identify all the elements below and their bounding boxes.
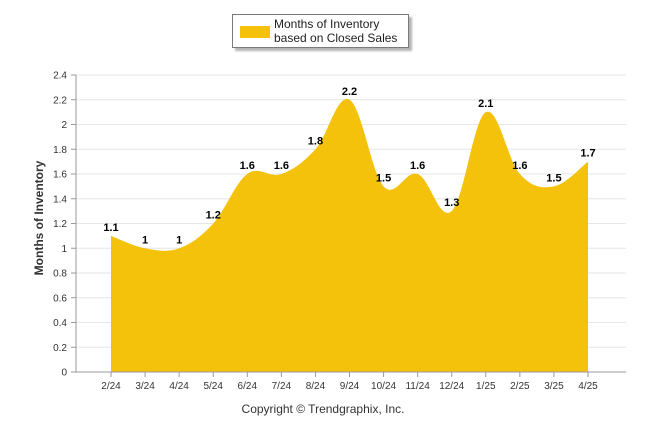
data-label: 1.2 [206, 210, 221, 222]
area-series [111, 99, 588, 372]
y-tick-label: 2 [61, 120, 67, 131]
legend-swatch [240, 26, 270, 38]
data-label: 1.3 [444, 197, 459, 209]
chart-legend: Months of Inventory based on Closed Sale… [232, 14, 409, 48]
y-tick-label: 2.2 [53, 95, 67, 106]
legend-label: Months of Inventory based on Closed Sale… [274, 17, 398, 45]
data-label: 2.2 [342, 86, 357, 98]
data-label: 1.6 [274, 160, 289, 172]
y-tick-label: 0.6 [53, 293, 67, 304]
data-label: 1.8 [308, 135, 323, 147]
x-tick-label: 4/25 [578, 381, 598, 392]
x-tick-label: 3/25 [544, 381, 564, 392]
y-tick-label: 1.4 [53, 194, 67, 205]
y-tick-label: 0.8 [53, 269, 67, 280]
x-tick-label: 11/24 [405, 381, 430, 392]
data-label: 2.1 [478, 98, 493, 110]
x-tick-label: 7/24 [272, 381, 292, 392]
data-label: 1.6 [410, 160, 425, 172]
x-tick-label: 2/25 [510, 381, 530, 392]
y-tick-label: 1.2 [53, 219, 67, 230]
y-tick-label: 0 [61, 368, 67, 379]
x-tick-label: 12/24 [439, 381, 464, 392]
data-label: 1.7 [580, 148, 595, 160]
x-tick-label: 3/24 [135, 381, 155, 392]
data-label: 1.5 [376, 172, 391, 184]
y-tick-label: 2.4 [53, 71, 67, 82]
y-tick-label: 0.4 [53, 318, 67, 329]
y-tick-label: 1.8 [53, 145, 67, 156]
x-tick-label: 1/25 [476, 381, 496, 392]
y-tick-label: 1 [61, 244, 67, 255]
copyright-text: Copyright © Trendgraphix, Inc. [241, 402, 405, 416]
data-label: 1.6 [240, 160, 255, 172]
y-tick-label: 1.6 [53, 170, 67, 181]
x-tick-label: 4/24 [169, 381, 189, 392]
data-label: 1.1 [103, 222, 118, 234]
y-tick-label: 0.2 [53, 343, 67, 354]
x-tick-label: 10/24 [371, 381, 396, 392]
x-tick-label: 2/24 [101, 381, 121, 392]
y-axis-title: Months of Inventory [32, 160, 46, 275]
x-tick-label: 6/24 [238, 381, 258, 392]
data-label: 1.6 [512, 160, 527, 172]
x-tick-label: 5/24 [203, 381, 223, 392]
x-tick-label: 8/24 [306, 381, 326, 392]
data-label: 1 [142, 234, 148, 246]
data-label: 1.5 [546, 172, 561, 184]
x-tick-label: 9/24 [340, 381, 360, 392]
data-label: 1 [176, 234, 182, 246]
